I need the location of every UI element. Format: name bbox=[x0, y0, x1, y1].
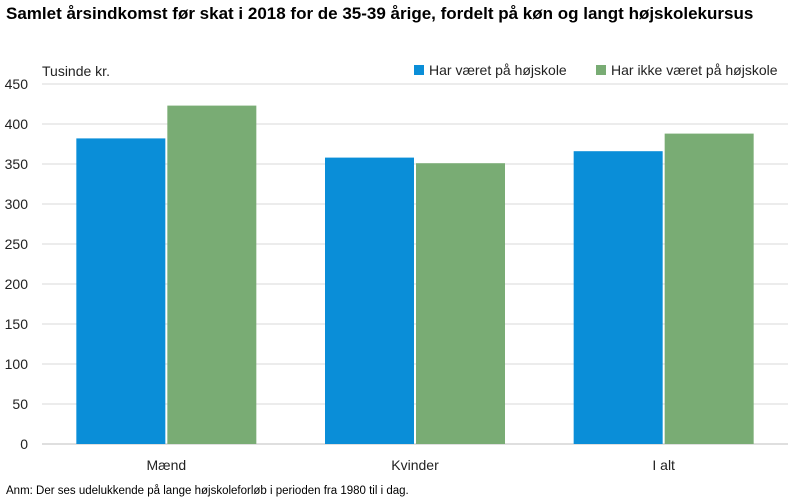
y-tick-label: 300 bbox=[5, 196, 29, 212]
bar-har-ikke-vaeret-0 bbox=[167, 105, 257, 444]
y-tick-label: 450 bbox=[5, 76, 29, 92]
y-axis-label: Tusinde kr. bbox=[42, 63, 110, 79]
chart-title: Samlet årsindkomst før skat i 2018 for d… bbox=[6, 4, 754, 23]
legend-swatch bbox=[414, 65, 424, 75]
bar-har-vaeret-2 bbox=[573, 151, 663, 444]
y-tick-label: 400 bbox=[5, 116, 29, 132]
y-tick-label: 250 bbox=[5, 236, 29, 252]
bars bbox=[76, 105, 754, 444]
y-tick-label: 200 bbox=[5, 276, 29, 292]
bar-har-vaeret-0 bbox=[76, 138, 166, 444]
y-tick-label: 150 bbox=[5, 316, 29, 332]
bar-har-ikke-vaeret-1 bbox=[416, 163, 505, 444]
x-category-label: Kvinder bbox=[391, 457, 439, 473]
bar-har-vaeret-1 bbox=[325, 157, 414, 444]
legend-label: Har været på højskole bbox=[429, 62, 567, 78]
y-axis-ticks: 0 50 100 150 200 250 300 350 400 450 bbox=[5, 76, 29, 452]
footnote: Anm: Der ses udelukkende på lange højsko… bbox=[6, 485, 409, 497]
x-category-label: Mænd bbox=[146, 457, 186, 473]
legend-swatch bbox=[596, 65, 606, 75]
y-tick-label: 100 bbox=[5, 356, 29, 372]
y-tick-label: 50 bbox=[12, 396, 28, 412]
x-category-label: I alt bbox=[652, 457, 675, 473]
y-tick-label: 0 bbox=[20, 436, 28, 452]
legend-label: Har ikke været på højskole bbox=[611, 62, 778, 78]
y-tick-label: 350 bbox=[5, 156, 29, 172]
x-axis-labels: Mænd Kvinder I alt bbox=[146, 457, 675, 473]
legend: Har været på højskole Har ikke været på h… bbox=[414, 62, 778, 78]
bar-har-ikke-vaeret-2 bbox=[664, 133, 754, 444]
gridlines bbox=[42, 83, 788, 445]
